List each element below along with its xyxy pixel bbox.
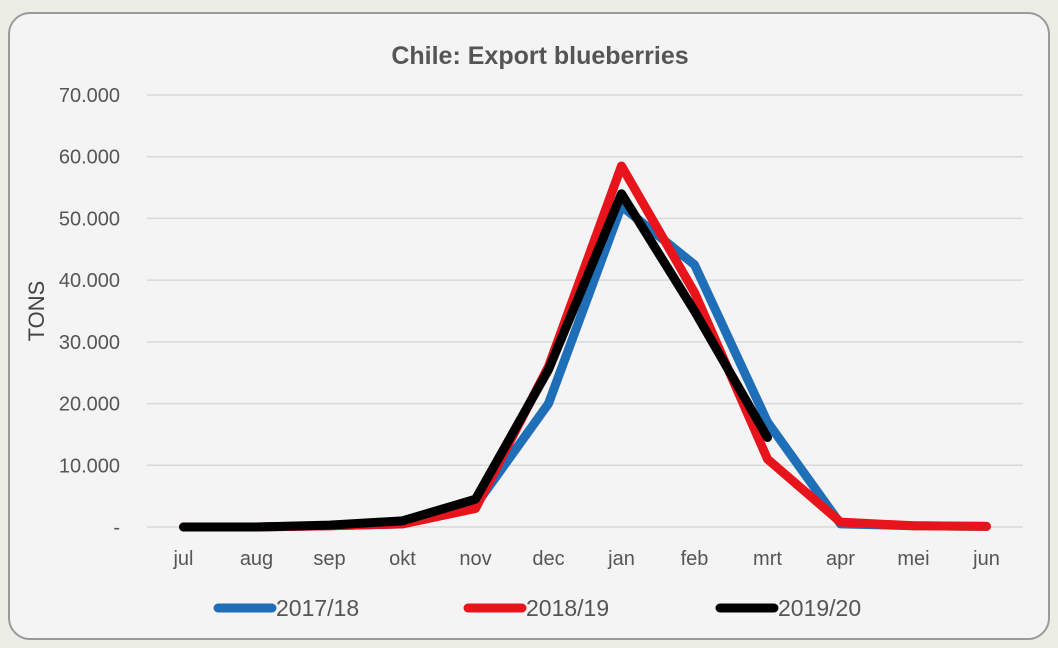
legend-entry: 2018/19 [463,595,609,621]
x-tick-label: dec [532,548,564,570]
legend-entry: 2017/18 [213,595,359,621]
y-tick-labels: - 10.000 20.000 30.000 40.000 50.000 60.000 70.… [59,85,120,539]
series-line [179,189,772,532]
x-tick-label: mei [897,548,929,570]
x-tick-label: nov [459,548,491,570]
y-tick-label: 50.000 [59,208,120,230]
x-tick-label: jul [172,548,193,570]
series-lines [179,161,991,532]
legend-label: 2018/19 [526,595,609,621]
y-tick-label: - [113,517,120,539]
x-tick-label: jan [607,548,635,570]
y-tick-label: 30.000 [59,332,120,354]
chart-title: Chile: Export blueberries [391,42,688,70]
y-tick-label: 10.000 [59,455,120,477]
legend-entry: 2019/20 [715,595,861,621]
x-tick-label: feb [681,548,709,570]
legend-label: 2019/20 [778,595,861,621]
x-tick-label: mrt [753,548,782,570]
series-line [179,161,991,532]
y-axis-label: TONS [24,281,49,342]
legend-label: 2017/18 [276,595,359,621]
x-tick-label: aug [240,548,273,570]
x-tick-label: jun [972,548,1000,570]
x-tick-label: sep [313,548,345,570]
chart-frame [8,12,1050,640]
x-tick-label: apr [826,548,855,570]
x-tick-labels: jul aug sep okt nov dec jan feb mrt apr mei jun [172,548,999,570]
y-tick-label: 20.000 [59,394,120,416]
y-tick-label: 60.000 [59,147,120,169]
legend: 2017/18 2018/19 2019/20 [213,595,861,621]
y-tick-label: 70.000 [59,85,120,107]
x-tick-label: okt [389,548,416,570]
y-tick-label: 40.000 [59,270,120,292]
